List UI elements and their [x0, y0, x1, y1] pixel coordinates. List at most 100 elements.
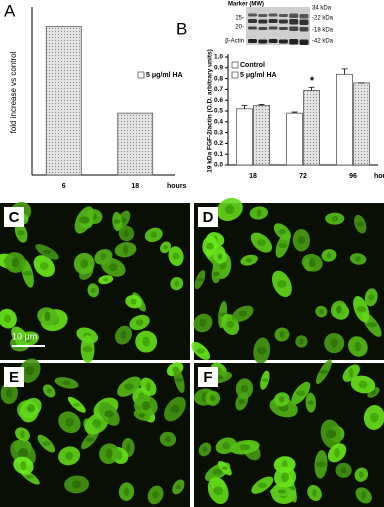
cell-nucleus [120, 330, 127, 340]
cell-nucleus [296, 390, 306, 396]
panel-label-box [4, 367, 24, 387]
cell-nucleus [336, 305, 342, 314]
cell-nucleus [354, 341, 362, 352]
cell-nucleus [23, 335, 32, 343]
cell-nucleus [370, 390, 376, 395]
cell-nucleus [210, 394, 216, 402]
bar [236, 108, 253, 166]
blot-band [258, 39, 268, 44]
cell-nucleus [172, 252, 180, 260]
panel-label-box [198, 367, 218, 387]
cell-nucleus [42, 441, 51, 446]
legend-swatch [231, 71, 239, 79]
blot-band [258, 19, 268, 24]
blot-band [289, 13, 299, 18]
cell-nucleus [90, 287, 96, 293]
cell-nucleus [25, 366, 35, 376]
cell-nucleus [138, 413, 145, 418]
panel-label: F [203, 369, 212, 386]
cell-nucleus [80, 259, 89, 269]
cell-nucleus [17, 448, 29, 458]
cell-nucleus [135, 319, 144, 326]
blot-right-label: -22 kDa [312, 16, 334, 22]
cell-nucleus [276, 279, 287, 288]
x-tick-label: 6 [62, 183, 66, 190]
blot-band [299, 39, 309, 45]
panel-label: E [9, 369, 19, 386]
error-bar [258, 104, 265, 106]
cell-nucleus [319, 308, 324, 315]
blot-band [268, 13, 278, 17]
cell-nucleus [212, 468, 223, 475]
scale-bar-label: 10 μm [12, 331, 37, 341]
cell-nucleus [281, 472, 289, 482]
cell-nucleus [359, 471, 364, 478]
x-tick-label: 18 [131, 183, 139, 190]
cell-nucleus [319, 369, 329, 374]
cell-nucleus [142, 336, 150, 347]
cell-nucleus [257, 239, 266, 246]
legend-label: Control [240, 62, 265, 69]
cell-nucleus [141, 401, 151, 411]
blot-right-label: -42 kDa [312, 39, 334, 45]
cell-nucleus [206, 242, 214, 250]
cell-nucleus [124, 383, 134, 391]
cell-nucleus [79, 216, 90, 224]
y-tick-label: 0.4 [214, 119, 223, 126]
cell-nucleus [238, 398, 246, 405]
blot-right-label: -18 kDa [312, 28, 334, 34]
cell-nucleus [72, 480, 81, 489]
cell-nucleus [105, 449, 113, 459]
cell-nucleus [297, 236, 306, 245]
blot-band [258, 14, 268, 17]
cell-nucleus [278, 242, 288, 249]
bar [253, 105, 270, 166]
y-tick-label: 0.0 [214, 162, 223, 169]
cell-nucleus [212, 271, 220, 276]
cell-nucleus [355, 256, 361, 262]
error-bar [341, 68, 348, 75]
error-bar [241, 105, 248, 109]
blot-left-label: 20- [235, 25, 244, 31]
blot-band [268, 19, 278, 23]
blot-band [248, 39, 257, 43]
cell-nucleus [213, 486, 224, 495]
cell-nucleus [6, 388, 13, 399]
cell-nucleus [125, 443, 131, 452]
cell-nucleus [72, 402, 81, 407]
cell-nucleus [165, 435, 171, 443]
cell-nucleus [316, 461, 326, 468]
x-tick-label: 18 [249, 173, 257, 180]
cell-nucleus [3, 314, 12, 323]
cell-nucleus [17, 230, 25, 236]
blot-band [268, 26, 278, 30]
cell-nucleus [174, 377, 184, 382]
bar [286, 112, 303, 166]
cell-nucleus [123, 229, 130, 237]
blot-band [299, 27, 309, 32]
cell-nucleus [257, 482, 267, 488]
cell-nucleus [11, 257, 19, 268]
y-axis-label: 19 kDa FGF-2/actin (O.D. arbitrary units… [207, 49, 214, 173]
cell-nucleus [299, 338, 304, 345]
cell-nucleus [257, 346, 267, 355]
cell-nucleus [113, 219, 121, 224]
blot [246, 7, 310, 45]
cell-nucleus [358, 380, 368, 389]
cell-nucleus [261, 378, 269, 382]
y-tick-label: 0.5 [214, 108, 223, 115]
cell-nucleus [240, 384, 249, 393]
cell-nucleus [42, 249, 52, 255]
cell-nucleus [238, 310, 247, 317]
blot-band [278, 19, 288, 24]
x-tick-label: 72 [299, 173, 307, 180]
x-axis-label: hours [167, 183, 187, 190]
significance-star: * [310, 75, 315, 87]
cell-nucleus [369, 412, 379, 423]
cell-nucleus [334, 448, 340, 458]
cell-nucleus [65, 451, 74, 461]
panel-label: A [4, 1, 16, 20]
blot-band [278, 14, 288, 17]
x-axis-label: hours [374, 173, 384, 180]
